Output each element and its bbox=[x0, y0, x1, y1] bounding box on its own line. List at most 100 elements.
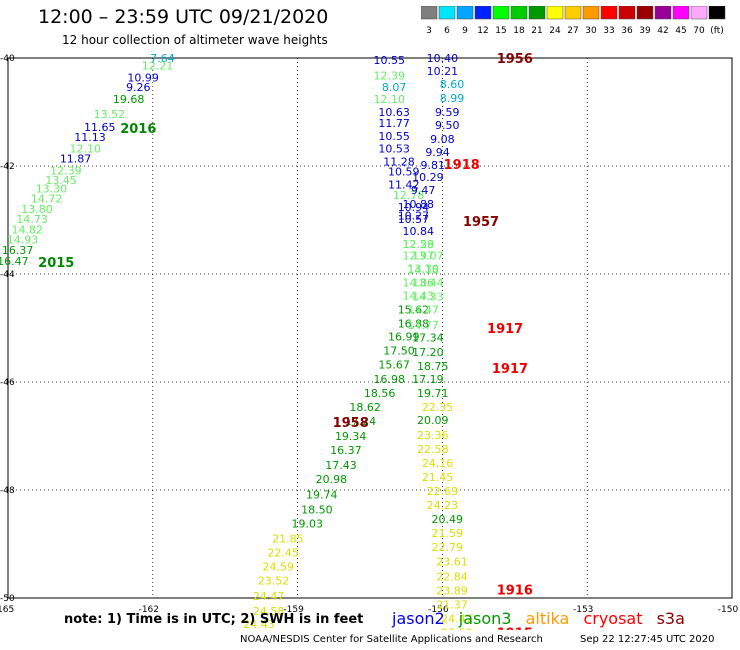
wave-height-label: 9.59 bbox=[435, 106, 460, 119]
wave-height-label: 8.60 bbox=[440, 78, 465, 91]
colorbar-swatch bbox=[654, 6, 672, 20]
wave-height-label: 21.37 bbox=[436, 598, 468, 611]
colorbar-label: 21 bbox=[531, 26, 542, 36]
wave-height-label: 13.45 bbox=[45, 174, 77, 187]
wave-height-label: 24.23 bbox=[427, 499, 459, 512]
colorbar-label: 3 bbox=[426, 26, 432, 36]
wave-height-label: 14.77 bbox=[407, 319, 439, 332]
y-tick-label: -50 bbox=[0, 594, 15, 604]
units-note: note: 1) Time is in UTC; 2) SWH is in fe… bbox=[64, 612, 364, 627]
wave-height-label: 16.37 bbox=[2, 244, 34, 257]
wave-height-label: 16.47 bbox=[0, 255, 29, 268]
wave-height-label: 14.72 bbox=[31, 192, 63, 205]
satellite-legend: jason2 jason3 altika cryosat s3a bbox=[392, 609, 694, 628]
wave-height-label: 15.62 bbox=[398, 304, 430, 317]
wave-height-label: 18.56 bbox=[364, 387, 396, 400]
wave-height-label: 23.52 bbox=[258, 575, 290, 588]
legend-jason3: jason3 bbox=[458, 609, 512, 628]
wave-height-label: 24.16 bbox=[422, 457, 454, 470]
wave-height-label: 10.40 bbox=[427, 52, 459, 65]
legend-s3a: s3a bbox=[656, 609, 685, 628]
wave-height-label: 18.50 bbox=[301, 503, 333, 516]
pass-time-label: 1917 bbox=[492, 362, 528, 377]
wave-height-label: 11.77 bbox=[378, 117, 410, 130]
colorbar-label: 18 bbox=[513, 26, 525, 36]
x-tick-label: -156 bbox=[428, 605, 449, 615]
colorbar-swatch bbox=[672, 6, 690, 20]
colorbar-label: 45 bbox=[675, 26, 686, 36]
wave-height-label: 10.29 bbox=[412, 171, 444, 184]
wave-height-label: 9.81 bbox=[420, 159, 445, 172]
colorbar-label: 24 bbox=[549, 26, 561, 36]
wave-height-label: 17.24 bbox=[345, 415, 377, 428]
x-tick-label: -150 bbox=[718, 605, 739, 615]
colorbar-swatch bbox=[456, 6, 474, 20]
wave-height-label: 22.79 bbox=[431, 541, 463, 554]
wave-height-label: 17.19 bbox=[412, 373, 444, 386]
colorbar-label: 12 bbox=[477, 26, 488, 36]
wave-height-label: 24.47 bbox=[253, 590, 285, 603]
colorbar-legend: 3 6 9 12 15 18 21 24 27 30 33 36 39 42 45 70 (ft) bbox=[421, 6, 726, 36]
wave-height-label: 13.44 bbox=[412, 277, 444, 290]
wave-height-label: 19.74 bbox=[306, 488, 338, 501]
colorbar-swatch bbox=[421, 6, 438, 20]
y-tick-label: -40 bbox=[0, 54, 15, 64]
x-tick-label: -165 bbox=[0, 605, 14, 615]
y-tick-label: -46 bbox=[0, 378, 15, 388]
wave-height-label: 13.30 bbox=[407, 263, 439, 276]
colorbar-label: 30 bbox=[585, 26, 597, 36]
wave-height-label: 10.57 bbox=[398, 213, 430, 226]
timestamp-text: Sep 22 12:27:45 UTC 2020 bbox=[580, 634, 715, 645]
colorbar-swatch bbox=[438, 6, 456, 20]
wave-height-label: 17.50 bbox=[383, 345, 415, 358]
wave-height-label: 22.69 bbox=[427, 485, 459, 498]
pass-time-label: 1916 bbox=[497, 583, 533, 598]
wave-height-label: 14.93 bbox=[7, 233, 39, 246]
wave-height-label: 10.84 bbox=[403, 225, 435, 238]
wave-height-label: 24.59 bbox=[263, 561, 295, 574]
colorbar-swatch bbox=[600, 6, 618, 20]
colorbar-swatch bbox=[528, 6, 546, 20]
wave-height-label: 11.42 bbox=[388, 178, 420, 191]
wave-height-label: 12.10 bbox=[69, 143, 101, 156]
wave-height-label: 10.63 bbox=[378, 106, 410, 119]
colorbar-swatch bbox=[636, 6, 654, 20]
colorbar-label: 9 bbox=[462, 26, 468, 36]
pass-time-label: 1957 bbox=[463, 215, 499, 230]
wave-height-label: 22.84 bbox=[436, 570, 468, 583]
wave-height-label: 20.09 bbox=[417, 414, 449, 427]
wave-height-label: 24.58 bbox=[253, 605, 285, 618]
wave-height-label: 13.52 bbox=[94, 108, 126, 121]
wave-height-label: 17.20 bbox=[412, 346, 444, 359]
wave-height-label: 15.67 bbox=[378, 359, 410, 372]
legend-jason2: jason2 bbox=[392, 609, 445, 628]
wave-height-label: 9.08 bbox=[430, 133, 455, 146]
credit-text: NOAA/NESDIS Center for Satellite Applica… bbox=[240, 634, 543, 645]
y-tick-label: -42 bbox=[0, 162, 15, 172]
wave-height-label: 13.30 bbox=[36, 183, 68, 196]
legend-cryosat: cryosat bbox=[583, 609, 643, 628]
wave-height-label: 12.39 bbox=[374, 69, 406, 82]
wave-height-label: 20.98 bbox=[316, 473, 348, 486]
plot-frame bbox=[7, 57, 733, 599]
wave-height-label: 12.10 bbox=[374, 93, 406, 106]
wave-height-label: 9.94 bbox=[425, 146, 450, 159]
wave-height-label: 21.59 bbox=[431, 527, 463, 540]
colorbar-label: 15 bbox=[495, 26, 506, 36]
colorbar-swatch bbox=[690, 6, 708, 20]
colorbar-label: (ft) bbox=[710, 26, 724, 36]
colorbar-label: 6 bbox=[444, 26, 450, 36]
pass-time-label: 1915 bbox=[497, 627, 533, 630]
wave-height-label: 12.21 bbox=[142, 60, 174, 73]
wave-height-label: 10.55 bbox=[378, 130, 410, 143]
pass-time-label: 1917 bbox=[487, 322, 523, 337]
wave-height-label: 12.56 bbox=[403, 238, 435, 251]
wave-height-label: 12.29 bbox=[403, 238, 435, 251]
wave-height-label: 14.82 bbox=[12, 224, 44, 237]
wave-height-label: 13.07 bbox=[412, 250, 444, 263]
x-tick-label: -162 bbox=[139, 605, 159, 615]
wave-height-label: 24.47 bbox=[441, 613, 473, 626]
wave-height-label: 14.47 bbox=[407, 304, 439, 317]
x-tick-label: -159 bbox=[283, 605, 304, 615]
colorbar-swatch bbox=[564, 6, 582, 20]
